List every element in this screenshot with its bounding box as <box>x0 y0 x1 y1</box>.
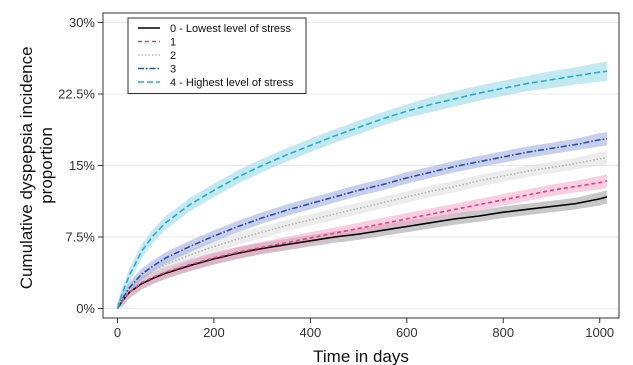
confidence-band-series-2 <box>117 151 607 309</box>
x-tick-label: 0 <box>114 325 121 340</box>
legend-label-series-1: 1 <box>170 37 176 49</box>
confidence-band-series-4 <box>117 61 607 309</box>
axes: 0% 7.5% 15% 22.5% 30% 0 200 400 600 800 1000 <box>58 15 614 340</box>
confidence-band-series-0 <box>117 190 607 309</box>
series-line-4 <box>116 70 608 309</box>
x-tick-label: 400 <box>300 325 322 340</box>
legend-label-series-2: 2 <box>170 50 176 62</box>
y-tick-label: 0% <box>76 301 95 316</box>
x-axis-title: Time in days <box>313 347 409 365</box>
confidence-bands <box>117 61 607 309</box>
x-tick-label: 600 <box>396 325 418 340</box>
legend-label-series-3: 3 <box>170 64 176 76</box>
y-axis-title: Cumulative dyspepsia incidence proportio… <box>17 42 56 290</box>
legend-label-series-0: 0 - Lowest level of stress <box>170 23 292 35</box>
y-tick-label: 15% <box>69 158 95 173</box>
y-tick-label: 30% <box>69 15 95 30</box>
x-tick-label: 200 <box>203 325 225 340</box>
confidence-band-series-3 <box>117 132 607 309</box>
series-line-2 <box>116 157 608 309</box>
series-lines <box>116 70 608 309</box>
x-tick-label: 1000 <box>585 325 614 340</box>
series-line-3 <box>116 138 608 309</box>
y-axis-title-line-2: proportion <box>37 127 56 204</box>
legend: 0 - Lowest level of stress 12 34 - Highest… <box>127 17 307 94</box>
series-line-0 <box>116 196 608 309</box>
legend-label-series-4: 4 - Highest level of stress <box>170 77 294 89</box>
legend-box <box>127 17 307 94</box>
y-tick-label: 7.5% <box>65 229 95 244</box>
y-axis-title-line-1: Cumulative dyspepsia incidence <box>17 46 36 289</box>
x-tick-label: 800 <box>492 325 514 340</box>
y-tick-label: 22.5% <box>58 87 95 102</box>
confidence-band-series-1 <box>117 174 607 309</box>
